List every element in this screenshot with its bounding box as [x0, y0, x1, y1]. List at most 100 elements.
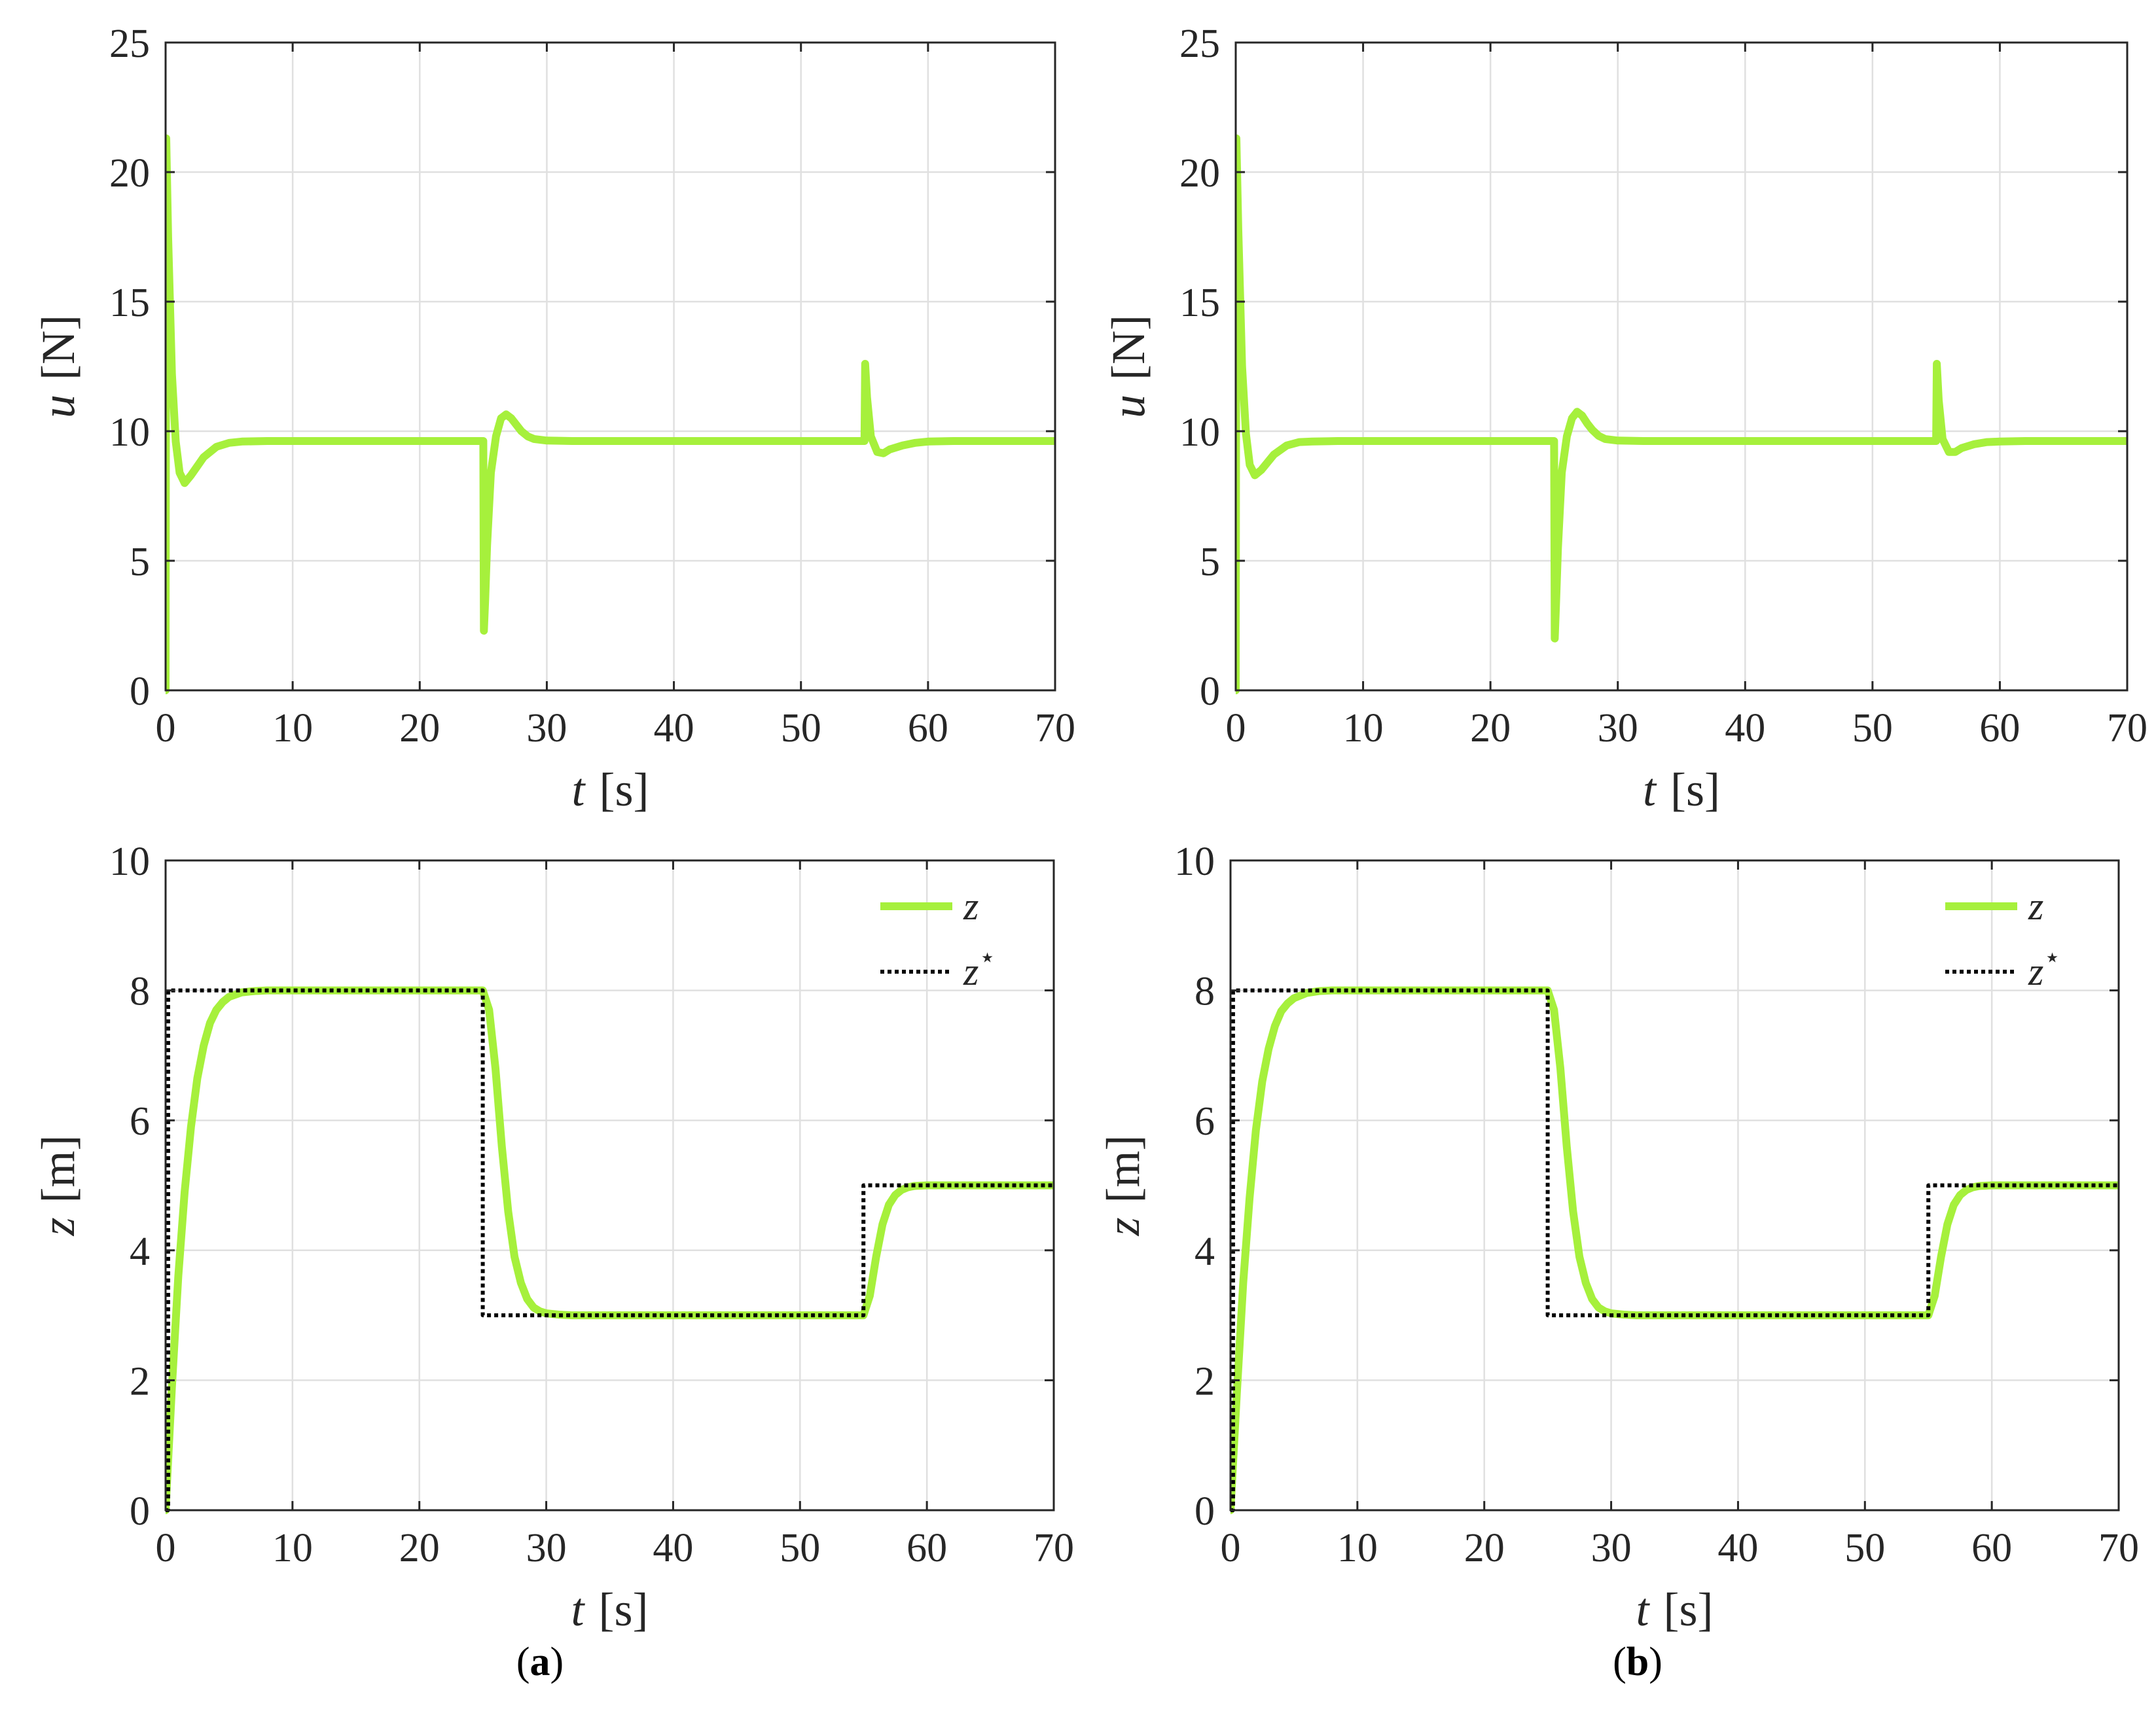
legend-label: z [963, 885, 979, 928]
x-tick-label: 40 [653, 1526, 693, 1570]
chart-b-top: 0 10 20 30 40 50 60 70 0 5 10 15 20 25 t [s] u [N] [1102, 22, 2147, 816]
y-axis-label: u [N] [1102, 315, 1155, 418]
y-axis-variable: u [1102, 395, 1155, 418]
legend-label-variable: z [963, 950, 979, 993]
legend-label: z⋆ [963, 943, 996, 993]
y-axis-unit: [N] [32, 315, 84, 380]
y-tick-label: 10 [109, 840, 150, 884]
y-axis-unit: [m] [1097, 1135, 1149, 1203]
x-tick-label: 30 [1591, 1526, 1632, 1570]
legend-label: z [2028, 885, 2043, 928]
y-tick-label: 20 [1179, 151, 1220, 196]
series-line-reference [166, 988, 1054, 1512]
y-tick-label: 0 [1195, 1489, 1215, 1534]
y-tick-label: 6 [1195, 1099, 1215, 1144]
x-tick-label: 0 [156, 1526, 176, 1570]
x-tick-label: 20 [399, 706, 440, 751]
legend-label: z⋆ [2028, 943, 2061, 993]
series-line-z [166, 134, 1055, 694]
y-tick-label: 4 [130, 1230, 150, 1274]
x-axis-label: t [s] [571, 1584, 649, 1636]
y-tick-label: 0 [130, 669, 150, 714]
x-tick-label: 40 [654, 706, 694, 751]
y-axis-label: z [m] [32, 1135, 84, 1237]
legend-label-superscript: ⋆ [979, 943, 996, 973]
x-tick-label: 0 [1221, 1526, 1241, 1570]
x-tick-label: 0 [1226, 706, 1246, 751]
x-axis-variable: t [571, 1584, 586, 1636]
y-tick-label: 15 [1179, 281, 1220, 325]
legend-label-superscript: ⋆ [2043, 943, 2060, 973]
x-axis-label: t [s] [1643, 764, 1720, 816]
axes-box [1234, 41, 2129, 692]
x-tick-label: 70 [2107, 706, 2147, 751]
x-tick-label: 70 [1033, 1526, 1074, 1570]
x-tick-label: 60 [1971, 1526, 2012, 1570]
x-tick-label: 10 [272, 706, 313, 751]
x-tick-label: 50 [781, 706, 821, 751]
x-axis-variable: t [572, 764, 586, 816]
axes-box [1229, 859, 2120, 1512]
y-tick-label: 6 [130, 1099, 150, 1144]
y-tick-label: 10 [1179, 410, 1220, 455]
x-axis-unit: [s] [1664, 1584, 1714, 1636]
y-tick-label: 5 [1200, 540, 1220, 584]
y-tick-label: 10 [1174, 840, 1215, 884]
x-axis-variable: t [1643, 764, 1657, 816]
y-tick-label: 8 [1195, 970, 1215, 1014]
x-tick-label: 50 [1852, 706, 1893, 751]
y-tick-label: 25 [109, 22, 150, 66]
y-axis-label: u [N] [32, 315, 84, 418]
x-tick-label: 0 [156, 706, 176, 751]
y-axis-unit: [N] [1102, 315, 1155, 380]
x-tick-label: 30 [526, 1526, 567, 1570]
x-axis-unit: [s] [599, 1584, 649, 1636]
x-tick-label: 20 [399, 1526, 440, 1570]
series-line-reference [1231, 988, 2119, 1512]
panel-caption-a: (a) [516, 1640, 564, 1684]
series-line-z [1236, 134, 2127, 694]
x-tick-label: 60 [907, 1526, 947, 1570]
axes-box [164, 41, 1056, 692]
series-line-z [166, 986, 1054, 1514]
legend-label-variable: z [2028, 885, 2043, 928]
x-axis-variable: t [1636, 1584, 1651, 1636]
legend-label-variable: z [2028, 950, 2043, 993]
x-tick-label: 50 [1844, 1526, 1885, 1570]
y-tick-label: 15 [109, 281, 150, 325]
legend-label-variable: z [963, 885, 979, 928]
panel-caption-b: (b) [1613, 1640, 1662, 1684]
y-axis-variable: z [32, 1217, 84, 1236]
y-axis-variable: u [32, 395, 84, 418]
series-line-z [1231, 986, 2119, 1514]
y-tick-label: 20 [109, 151, 150, 196]
x-tick-label: 10 [272, 1526, 313, 1570]
x-tick-label: 20 [1464, 1526, 1505, 1570]
y-axis-label: z [m] [1097, 1135, 1149, 1237]
x-tick-label: 10 [1343, 706, 1384, 751]
y-tick-label: 0 [130, 1489, 150, 1534]
y-tick-label: 25 [1179, 22, 1220, 66]
x-tick-label: 60 [908, 706, 948, 751]
x-tick-label: 70 [1035, 706, 1075, 751]
y-tick-label: 5 [130, 540, 150, 584]
x-tick-label: 30 [1598, 706, 1638, 751]
x-tick-label: 50 [780, 1526, 820, 1570]
x-tick-label: 40 [1725, 706, 1765, 751]
x-tick-label: 60 [1979, 706, 2020, 751]
y-tick-label: 2 [1195, 1359, 1215, 1404]
x-axis-label: t [s] [572, 764, 649, 816]
y-tick-label: 4 [1195, 1230, 1215, 1274]
x-tick-label: 30 [526, 706, 567, 751]
x-tick-label: 70 [2098, 1526, 2139, 1570]
y-tick-label: 2 [130, 1359, 150, 1404]
x-tick-label: 10 [1337, 1526, 1378, 1570]
y-tick-label: 10 [109, 410, 150, 455]
y-axis-variable: z [1097, 1217, 1149, 1236]
axes-box [164, 859, 1055, 1512]
x-axis-unit: [s] [1670, 764, 1720, 816]
y-tick-label: 8 [130, 970, 150, 1014]
